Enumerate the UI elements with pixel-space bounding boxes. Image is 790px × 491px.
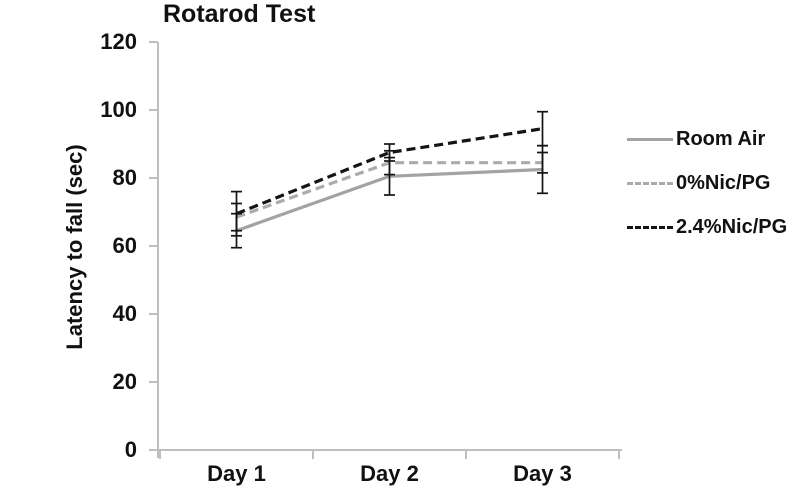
legend-item-room-air: Room Air [627, 117, 787, 161]
legend-item-2-4-nic-pg: 2.4%Nic/PG [627, 205, 787, 249]
legend-label: 2.4%Nic/PG [676, 215, 788, 238]
series-line-2-4-nic-pg [235, 127, 543, 216]
y-tick-label-0: 0 [124, 437, 137, 462]
x-category-label-3: Day 3 [513, 461, 572, 486]
y-tick-label-80: 80 [112, 165, 137, 190]
y-tick-label-40: 40 [112, 301, 137, 326]
chart-title: Rotarod Test [163, 0, 316, 28]
y-tick-label-60: 60 [112, 233, 137, 258]
legend-line-sample [627, 225, 673, 229]
legend-label: 0%Nic/PG [676, 171, 771, 194]
legend-line-sample [627, 137, 673, 141]
y-tick-label-100: 100 [100, 97, 137, 122]
y-tick-label-120: 120 [100, 29, 137, 54]
legend-item-0-nic-pg: 0%Nic/PG [627, 161, 787, 205]
y-tick-label-20: 20 [112, 369, 137, 394]
legend-label: Room Air [676, 127, 766, 150]
legend-line-sample [627, 181, 673, 185]
x-category-label-2: Day 2 [360, 461, 419, 486]
legend: Room Air 0%Nic/PG 2.4%Nic/PG [627, 117, 787, 249]
x-category-label-1: Day 1 [207, 461, 266, 486]
